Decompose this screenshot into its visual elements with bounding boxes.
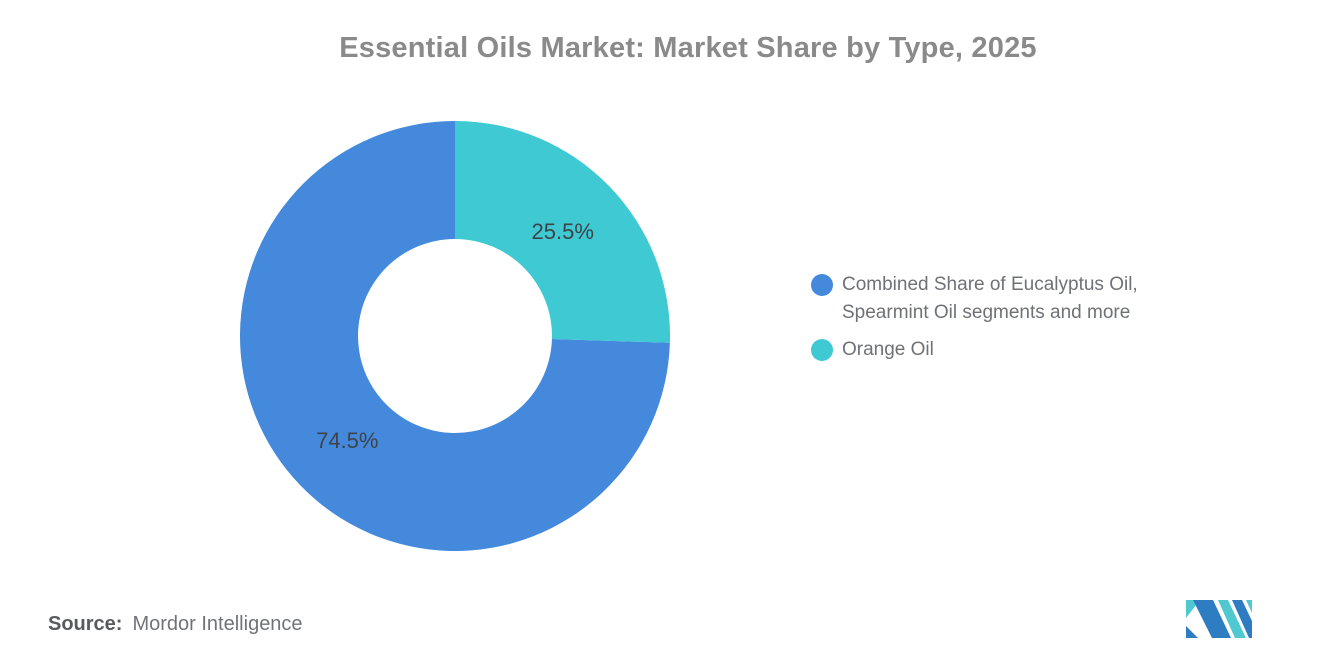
legend-swatch-combined-share	[811, 274, 833, 296]
mordor-intelligence-logo	[1186, 600, 1252, 638]
logo-shape-blue-main-diagonal	[1193, 600, 1231, 638]
legend-swatch-orange-oil	[811, 339, 833, 361]
legend-item-orange-oil[interactable]: Orange Oil	[811, 336, 1187, 364]
slice-data-label-1: 25.5%	[532, 219, 594, 244]
logo-shape-teal-diagonal	[1218, 600, 1246, 638]
source-label: Source:	[48, 613, 123, 635]
logo-shape-blue-right	[1232, 600, 1252, 638]
pie-slice-1[interactable]	[455, 120, 670, 343]
pie-slice-0[interactable]	[240, 121, 670, 551]
legend-label-combined-share: Combined Share of Eucalyptus Oil, Spearm…	[842, 274, 1138, 323]
source-value: Mordor Intelligence	[132, 613, 303, 635]
logo-shape-blue-bottom-left	[1186, 626, 1198, 638]
legend-label-orange-oil: Orange Oil	[842, 339, 934, 360]
source-line: Source: Mordor Intelligence	[48, 613, 303, 636]
chart-title: Essential Oils Market: Market Share by T…	[339, 32, 1037, 64]
legend-item-combined-share[interactable]: Combined Share of Eucalyptus Oil, Spearm…	[811, 271, 1187, 327]
slice-data-label-0: 74.5%	[316, 428, 378, 453]
logo-shape-teal-top-right	[1246, 600, 1252, 613]
legend: Combined Share of Eucalyptus Oil, Spearm…	[811, 271, 1187, 364]
